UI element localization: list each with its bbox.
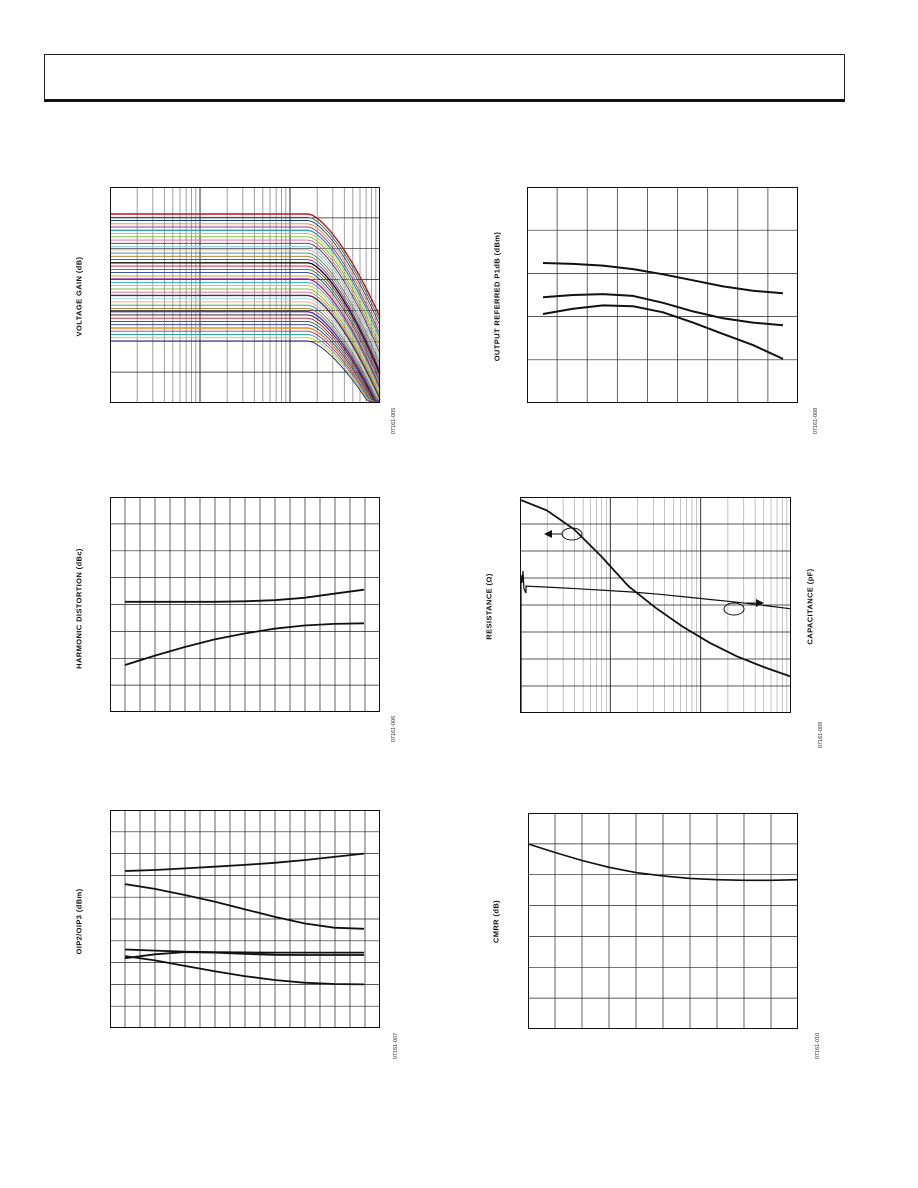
cmrr-curve bbox=[527, 843, 799, 882]
p1db-figure-code: 07161-008 bbox=[813, 407, 819, 435]
gain-curve bbox=[110, 249, 381, 361]
gain-curve bbox=[110, 307, 381, 403]
gain-curve bbox=[110, 272, 381, 383]
oip-ylabel: OIP2/OIP3 (dBm) bbox=[74, 888, 84, 955]
gain-curve bbox=[110, 278, 381, 389]
gain-curve bbox=[110, 245, 381, 358]
gain-curve bbox=[110, 239, 381, 350]
plot-frame bbox=[528, 813, 798, 1029]
hd-curve bbox=[125, 588, 365, 603]
gain-curve bbox=[110, 220, 381, 326]
gain-curve bbox=[110, 298, 381, 403]
gain-curve bbox=[110, 265, 381, 377]
plot-frame bbox=[110, 187, 380, 403]
gain-curve bbox=[110, 255, 381, 368]
hd-ylabel: HARMONIC DISTORTION (dBc) bbox=[74, 548, 84, 669]
resistance-curve bbox=[519, 498, 792, 678]
oip-figure-code: 07161-007 bbox=[393, 1032, 399, 1060]
gain-curve bbox=[110, 317, 380, 403]
gain-curve bbox=[110, 281, 381, 391]
p1db-curve bbox=[542, 304, 784, 360]
cmrr-figure-code: 07161-010 bbox=[815, 1032, 821, 1060]
res-cap-ylabel-left: RESISTANCE (Ω) bbox=[484, 573, 494, 640]
capacitance-series-marker bbox=[723, 602, 745, 616]
oip-curve bbox=[124, 955, 365, 986]
gain-curve bbox=[110, 223, 381, 331]
plot-frame bbox=[110, 497, 380, 712]
hd-figure-code: 07161-006 bbox=[391, 715, 397, 743]
p1db-ylabel: OUTPUT REFERRED P1dB (dBm) bbox=[492, 231, 502, 362]
gain-curve bbox=[110, 268, 381, 380]
gain-curve bbox=[110, 275, 381, 386]
hd-curve bbox=[124, 622, 365, 666]
gain-curve bbox=[110, 321, 380, 403]
res-cap-chart bbox=[519, 497, 792, 713]
gain-curve bbox=[110, 259, 381, 371]
p1db-curve bbox=[542, 293, 784, 327]
plot-frame bbox=[527, 187, 798, 403]
right-axis-arrow bbox=[756, 599, 764, 607]
gain-curve bbox=[110, 213, 381, 318]
p1db-curve bbox=[542, 262, 784, 295]
gain-curve bbox=[110, 327, 380, 403]
p1db-chart bbox=[527, 187, 798, 403]
oip-curve bbox=[124, 951, 364, 960]
gain-curve bbox=[110, 301, 381, 403]
capacitance-curve bbox=[520, 570, 792, 713]
gain-curve bbox=[110, 233, 381, 343]
gain-curve bbox=[110, 236, 381, 347]
gain-curve bbox=[110, 242, 381, 354]
oip-curve bbox=[124, 852, 365, 872]
voltage-gain-figure-code: 07161-005 bbox=[391, 407, 397, 435]
page-header-box bbox=[44, 54, 845, 102]
voltage-gain-chart bbox=[110, 187, 381, 403]
gain-curve bbox=[110, 226, 381, 335]
hd-chart bbox=[110, 497, 380, 712]
oip-curve bbox=[124, 883, 365, 930]
gain-curve bbox=[110, 288, 381, 396]
gain-curve bbox=[110, 216, 381, 322]
cmrr-ylabel: CMRR (dB) bbox=[491, 899, 501, 944]
res-cap-figure-code: 07161-009 bbox=[818, 721, 824, 749]
plot-frame bbox=[520, 497, 791, 713]
gain-curve bbox=[110, 324, 380, 403]
gain-curve bbox=[110, 252, 381, 365]
gain-curve bbox=[110, 311, 381, 403]
voltage-gain-ylabel: VOLTAGE GAIN (dB) bbox=[74, 256, 84, 337]
gain-curve bbox=[110, 340, 380, 403]
res-cap-ylabel-right: CAPACITANCE (pF) bbox=[805, 568, 815, 645]
left-axis-arrow bbox=[544, 530, 552, 538]
gain-curve bbox=[110, 285, 381, 394]
plot-frame bbox=[110, 810, 380, 1028]
gain-curve bbox=[110, 314, 380, 403]
gain-curve bbox=[110, 262, 381, 374]
gain-curve bbox=[110, 334, 380, 403]
oip-curve bbox=[124, 948, 364, 954]
gain-curve bbox=[110, 229, 381, 339]
gain-curve bbox=[110, 304, 381, 403]
gain-curve bbox=[110, 294, 381, 401]
gain-curve bbox=[110, 330, 380, 403]
gain-curve bbox=[110, 337, 380, 403]
oip-chart bbox=[110, 810, 380, 1028]
cmrr-chart bbox=[527, 813, 799, 1029]
gain-curve bbox=[110, 291, 381, 398]
